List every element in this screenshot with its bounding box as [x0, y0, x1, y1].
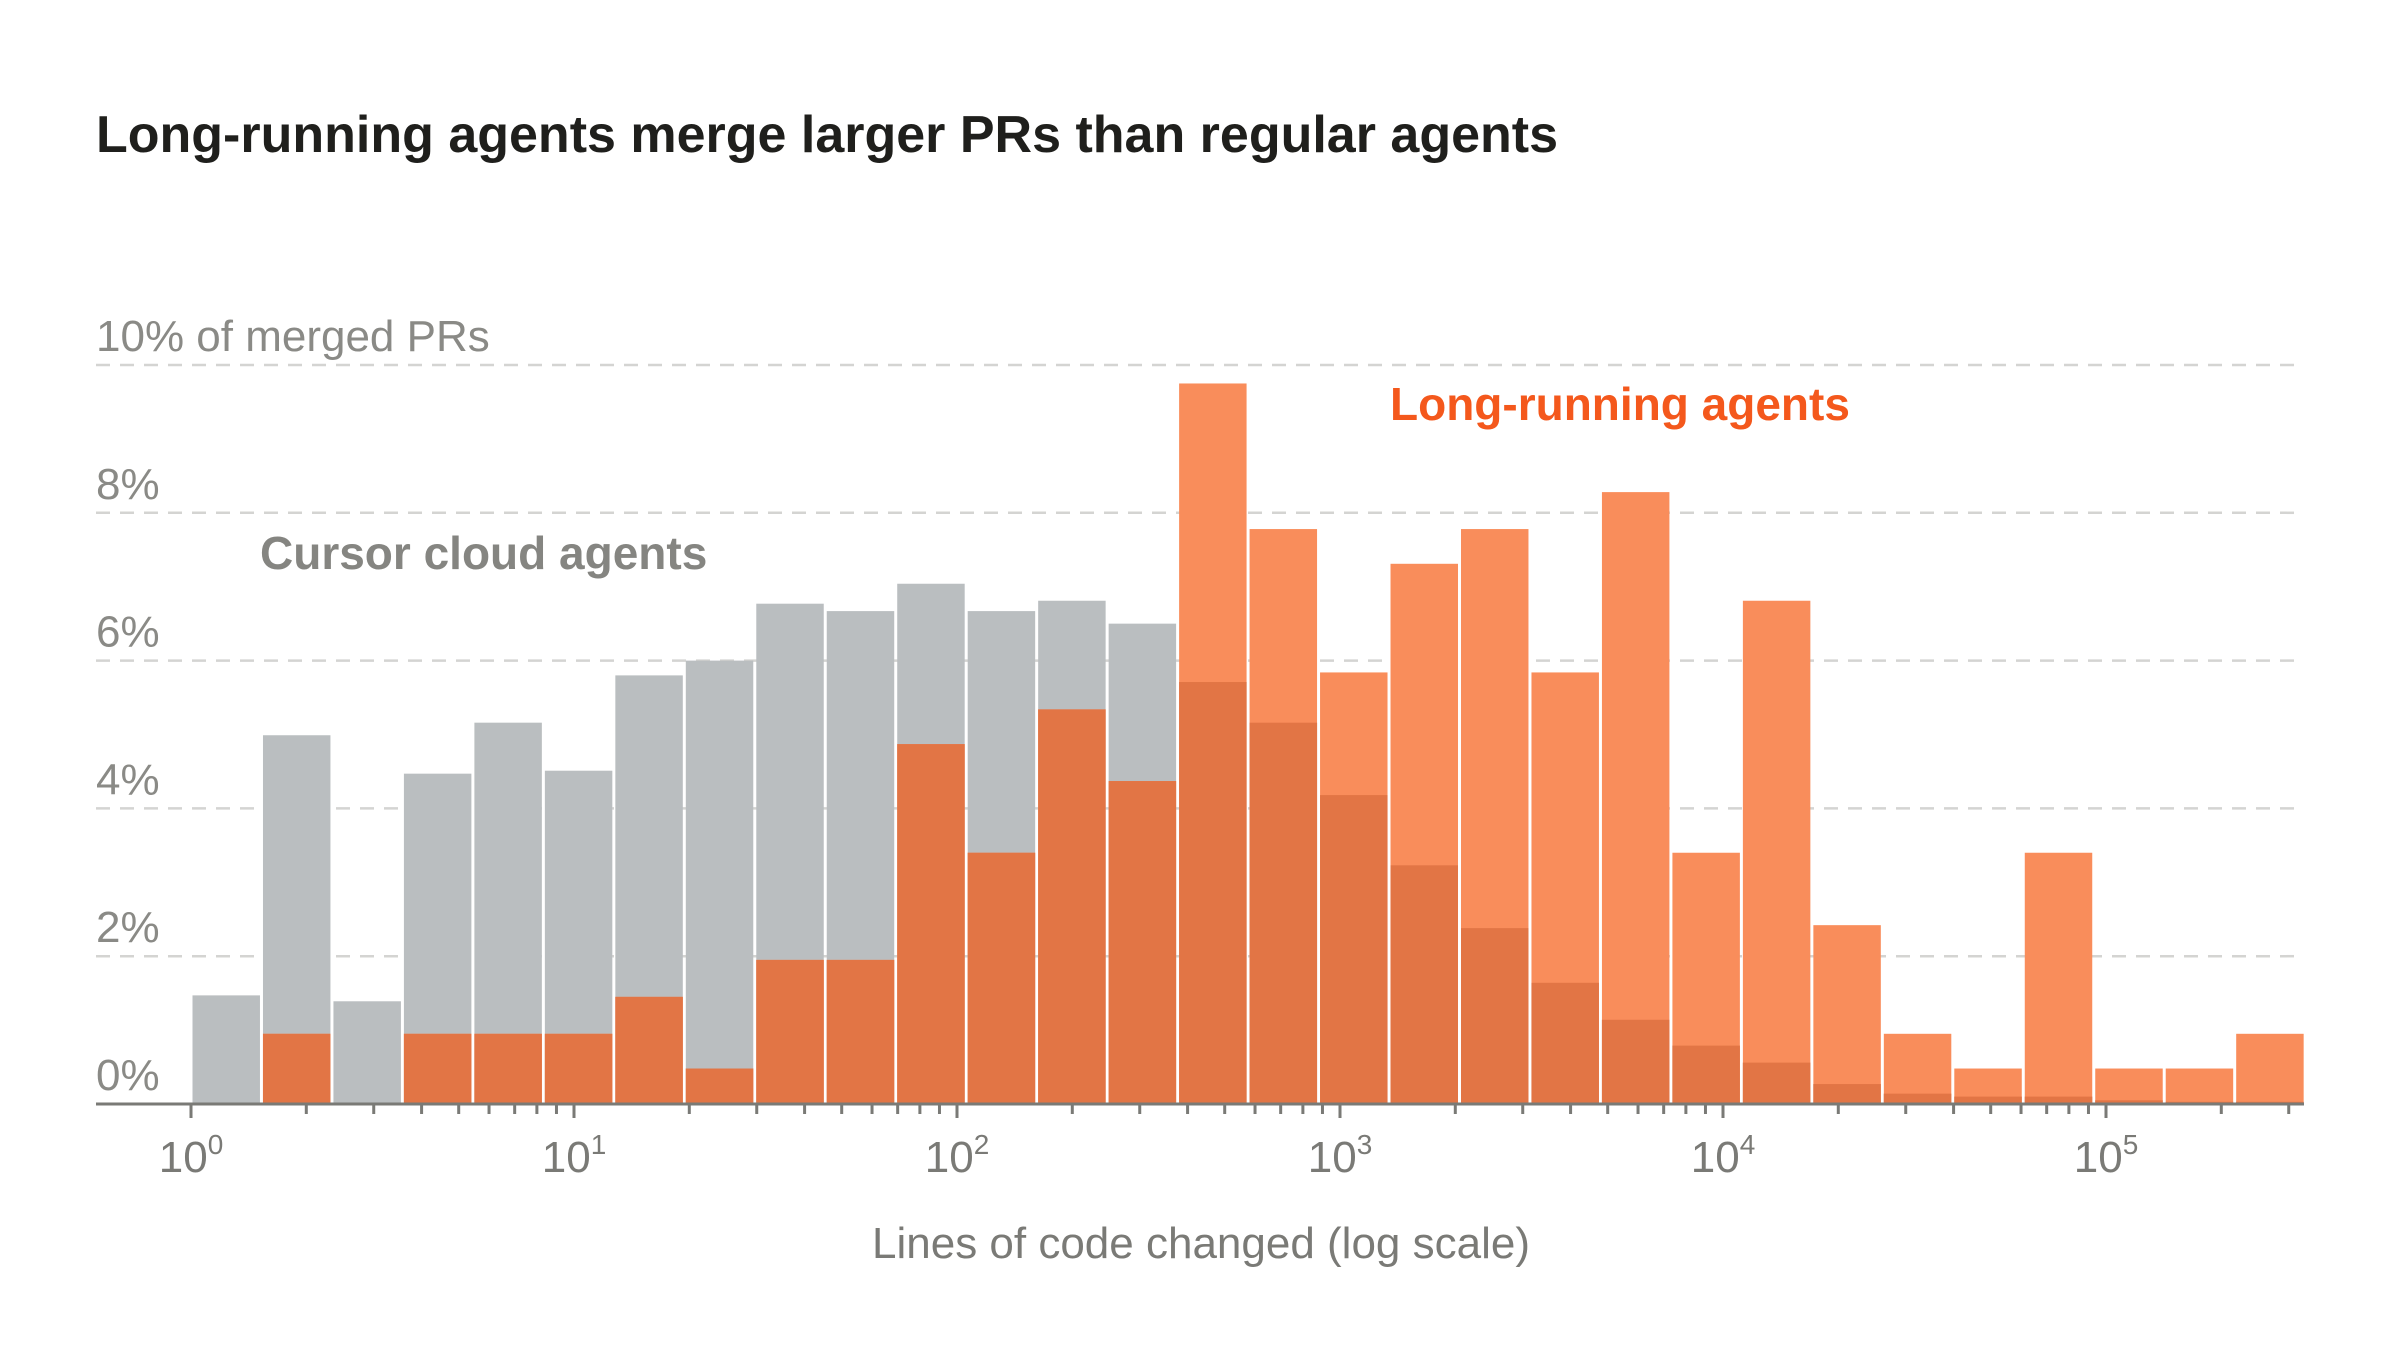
y-tick-label: 6% — [96, 608, 160, 657]
bar-overlap — [1320, 795, 1388, 1104]
bar-long-running-agents — [2165, 1068, 2234, 1104]
bar-long-running-agents — [1883, 1033, 1952, 1104]
bar-overlap — [1108, 781, 1177, 1104]
bar-cursor-cloud-agents — [333, 1001, 401, 1104]
bar-overlap — [826, 959, 895, 1104]
y-tick-label: 4% — [96, 755, 160, 804]
x-tick-exponent: 3 — [1357, 1129, 1373, 1160]
bar-long-running-agents — [1601, 492, 1670, 1104]
bar-overlap — [1460, 928, 1529, 1104]
bar-overlap — [1531, 982, 1599, 1104]
x-tick-exponent: 0 — [208, 1129, 224, 1160]
bar-overlap — [1883, 1093, 1952, 1104]
x-tick-base: 10 — [925, 1133, 974, 1182]
bar-long-running-agents — [1813, 925, 1881, 1104]
x-tick-base: 10 — [2074, 1133, 2123, 1182]
y-tick-label: 10% of merged PRs — [96, 312, 490, 361]
bar-overlap — [1390, 865, 1458, 1104]
y-tick-label: 0% — [96, 1051, 160, 1100]
x-tick-exponent: 1 — [591, 1129, 607, 1160]
bar-overlap — [1742, 1062, 1811, 1104]
bar-cursor-cloud-agents — [192, 995, 260, 1104]
x-tick-label: 105 — [2074, 1129, 2139, 1182]
x-tick-exponent: 2 — [974, 1129, 990, 1160]
x-tick-base: 10 — [1308, 1133, 1357, 1182]
x-axis-ticks: 100 101 102 103 104 105 — [159, 1104, 2291, 1182]
x-tick-label: 101 — [542, 1129, 607, 1182]
bar-long-running-agents — [2095, 1068, 2163, 1104]
x-tick-base: 10 — [1691, 1133, 1740, 1182]
x-tick-label: 103 — [1308, 1129, 1373, 1182]
bar-overlap — [1813, 1084, 1881, 1104]
bar-overlap — [1954, 1096, 2022, 1104]
bar-long-running-agents — [1742, 600, 1811, 1104]
bar-overlap — [756, 959, 824, 1104]
y-tick-label: 8% — [96, 460, 160, 509]
x-tick-exponent: 5 — [2123, 1129, 2139, 1160]
bar-cursor-cloud-agents — [685, 660, 754, 1104]
x-axis-label: Lines of code changed (log scale) — [872, 1219, 1530, 1268]
bar-overlap — [967, 852, 1036, 1104]
x-tick-exponent: 4 — [1740, 1129, 1756, 1160]
bar-overlap — [1038, 709, 1106, 1104]
legend-cursor-cloud-agents: Cursor cloud agents — [260, 527, 707, 579]
y-tick-label: 2% — [96, 903, 160, 952]
x-tick-base: 10 — [159, 1133, 208, 1182]
chart-title: Long-running agents merge larger PRs tha… — [96, 106, 1558, 164]
bar-overlap — [1249, 722, 1318, 1104]
x-tick-label: 102 — [925, 1129, 990, 1182]
bar-overlap — [685, 1068, 754, 1104]
x-tick-base: 10 — [542, 1133, 591, 1182]
bar-long-running-agents — [2236, 1033, 2304, 1104]
x-tick-label: 104 — [1691, 1129, 1756, 1182]
x-tick-label: 100 — [159, 1129, 224, 1182]
bar-overlap — [403, 1033, 472, 1104]
bars — [192, 383, 2304, 1105]
bar-overlap — [544, 1033, 613, 1104]
bar-overlap — [2024, 1096, 2093, 1104]
bar-overlap — [1672, 1045, 1740, 1104]
bar-overlap — [474, 1033, 542, 1104]
bar-overlap — [615, 996, 683, 1104]
bar-overlap — [262, 1033, 331, 1104]
bar-long-running-agents — [2024, 852, 2093, 1104]
bar-overlap — [897, 744, 965, 1104]
bar-overlap — [1601, 1019, 1670, 1104]
bar-overlap — [1179, 682, 1247, 1104]
legend-long-running-agents: Long-running agents — [1390, 378, 1850, 430]
y-axis-labels: 0% 2% 4% 6% 8% 10% of merged PRs — [96, 312, 490, 1100]
bar-overlap — [2095, 1100, 2163, 1104]
